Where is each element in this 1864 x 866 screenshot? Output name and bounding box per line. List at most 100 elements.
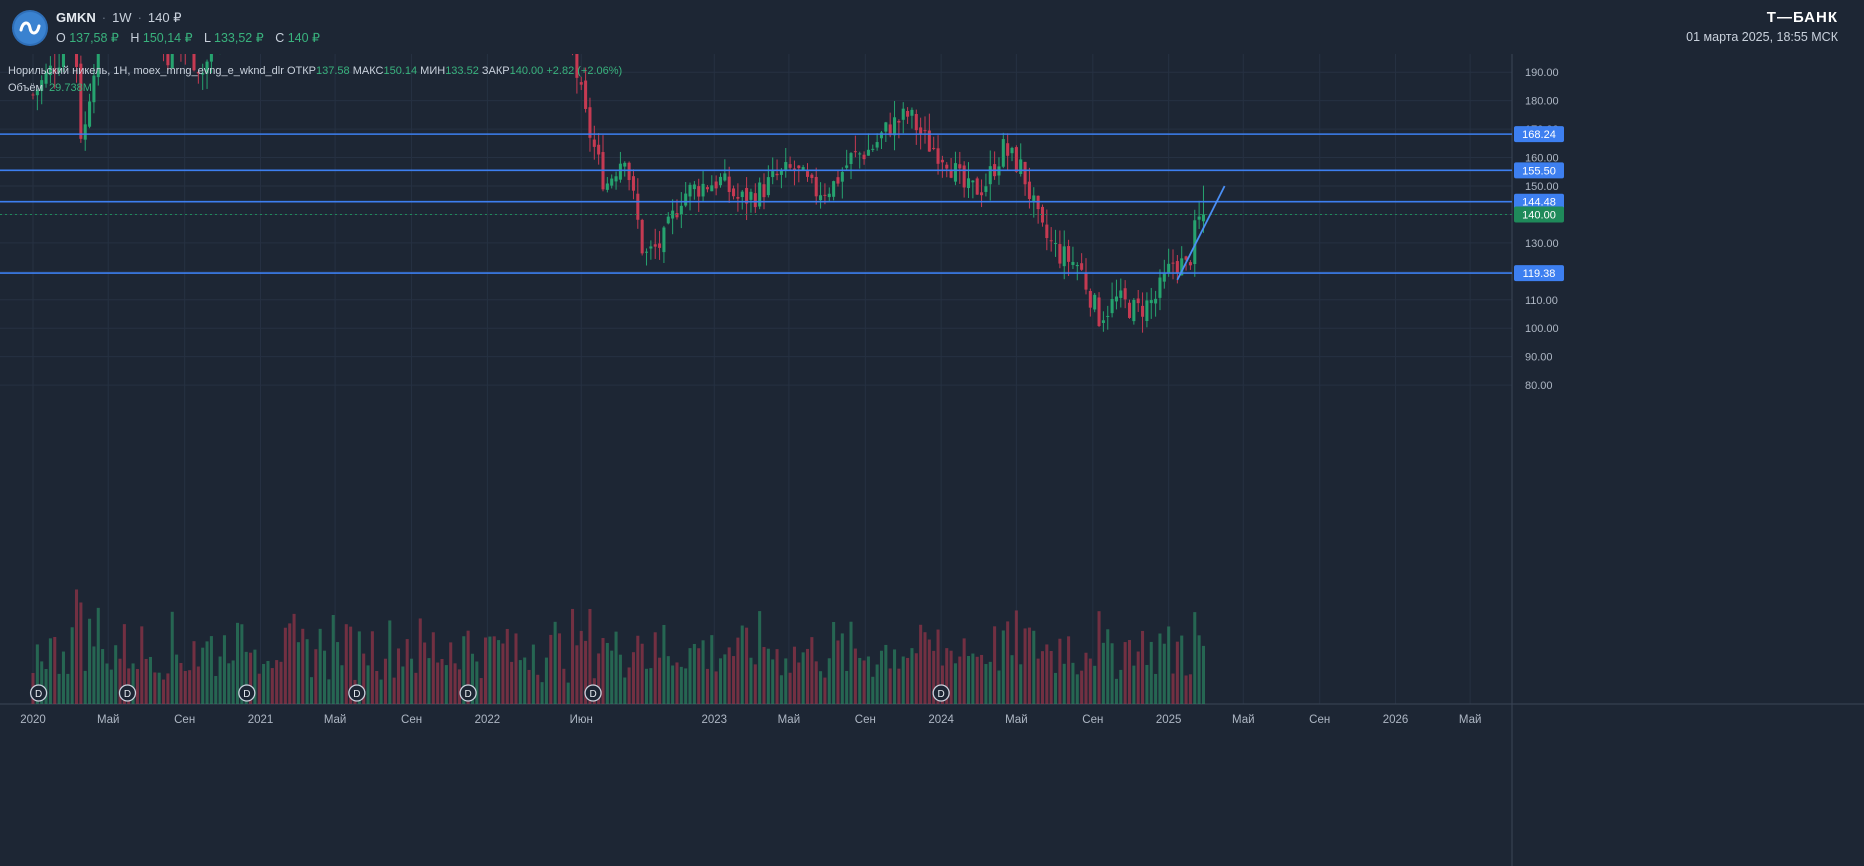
candle-body: [35, 90, 39, 96]
volume-bar: [575, 645, 579, 704]
volume-bar: [501, 643, 505, 704]
candle-body: [592, 139, 596, 147]
volume-bar: [183, 670, 187, 704]
candle-body: [710, 185, 714, 192]
dividend-marker-icon[interactable]: [932, 684, 950, 702]
candle-body: [636, 193, 640, 220]
dividend-marker-icon[interactable]: [118, 684, 137, 702]
candle-body: [971, 180, 975, 183]
volume-bar: [740, 625, 744, 704]
volume-bar: [1101, 642, 1105, 704]
volume-bar: [827, 658, 831, 704]
volume-bar: [523, 657, 527, 704]
volume-bar: [1171, 673, 1175, 704]
dividend-marker-icon[interactable]: [29, 684, 48, 702]
trend-line[interactable]: [1176, 185, 1226, 281]
dividend-marker-icon[interactable]: [238, 684, 256, 702]
candle-body: [762, 184, 766, 198]
candle-body: [1019, 159, 1023, 174]
volume-bar: [1032, 630, 1036, 704]
volume-bar: [257, 673, 261, 704]
volume-bar: [1184, 675, 1188, 704]
volume-bar: [775, 649, 779, 704]
candle-body: [1093, 294, 1097, 310]
volume-bar: [618, 654, 622, 704]
volume-bar: [440, 658, 444, 704]
x-tick-label: Май: [1459, 714, 1482, 726]
candle-body: [209, 54, 213, 62]
volume-bar: [405, 639, 409, 704]
candle-body: [92, 75, 96, 103]
top-bar: GMKN · 1W · 140 ₽ O 137,58 ₽ H 150,14 ₽ L 13…: [0, 0, 1864, 54]
candle-body: [879, 132, 884, 139]
volume-bar: [1062, 663, 1066, 704]
volume-bar: [1119, 669, 1123, 704]
candle-body: [53, 69, 57, 73]
x-tick-label: Сен: [855, 714, 876, 726]
ticker-logo: [12, 10, 48, 46]
volume-bar: [901, 656, 905, 704]
candle-body: [688, 184, 692, 197]
volume-bar: [579, 630, 583, 704]
candle-body: [40, 80, 44, 91]
volume-bar: [162, 679, 166, 704]
volume-bar: [688, 648, 692, 704]
level-price-label: 144.48: [1522, 197, 1556, 209]
y-tick-label: 110.00: [1525, 295, 1558, 307]
candle-body: [623, 162, 627, 167]
candle-body: [1145, 300, 1149, 321]
volume-bar: [205, 641, 209, 704]
volume-bar: [758, 611, 762, 704]
volume-bar: [366, 665, 370, 704]
candle-body: [823, 194, 827, 196]
legend-high-value: 150.14: [383, 65, 418, 77]
dividend-marker-icon[interactable]: [459, 684, 477, 702]
interval-label[interactable]: 1W: [112, 10, 132, 25]
candle-body: [631, 176, 635, 191]
candle-body: [923, 130, 927, 132]
candle-body: [640, 219, 644, 254]
volume-bar: [1040, 651, 1045, 704]
volume-bar: [792, 646, 796, 704]
candle-body: [919, 127, 923, 134]
dividend-marker-label: D: [243, 689, 250, 700]
volume-bar: [971, 653, 975, 704]
volume-bar: [179, 662, 183, 704]
candle-body: [684, 193, 688, 206]
candle-body: [1188, 262, 1192, 266]
candle-body: [79, 63, 83, 139]
candle-body: [662, 227, 666, 253]
volume-bar: [418, 618, 422, 704]
volume-bar: [801, 652, 805, 704]
volume-bar: [144, 658, 148, 704]
volume-bar: [605, 642, 609, 704]
candle-body: [966, 178, 971, 189]
volume-bar: [927, 639, 931, 704]
candle-body: [1167, 263, 1171, 273]
candle-body: [192, 54, 196, 71]
volume-bar: [984, 664, 988, 704]
y-tick-label: 100.00: [1525, 323, 1559, 335]
candle-body: [801, 167, 805, 171]
candle-body: [1023, 161, 1027, 185]
volume-bar: [61, 651, 65, 704]
volume-bar: [1149, 641, 1153, 704]
volume-bar: [427, 658, 431, 704]
dividend-marker-icon[interactable]: [584, 684, 602, 702]
candle-body: [1101, 320, 1105, 323]
volume-bar: [962, 638, 966, 704]
ohlc-close-key: C: [275, 31, 285, 45]
candle-body: [819, 195, 823, 201]
volume-bar: [1080, 670, 1084, 704]
candle-body: [936, 148, 940, 164]
volume-bar: [344, 624, 348, 704]
x-tick-label: Сен: [1309, 714, 1330, 726]
datetime-label: 01 марта 2025, 18:55 МСК: [1686, 30, 1838, 44]
price-chart[interactable]: 80.0090.00100.00110.00120.00130.00140.00…: [0, 54, 1864, 866]
legend-low-label: МИН: [420, 65, 446, 77]
symbol-name[interactable]: GMKN: [56, 10, 96, 25]
dividend-marker-icon[interactable]: [348, 684, 366, 702]
volume-bar: [153, 672, 157, 704]
candle-body: [797, 165, 801, 169]
level-price-label: 168.24: [1522, 129, 1556, 141]
